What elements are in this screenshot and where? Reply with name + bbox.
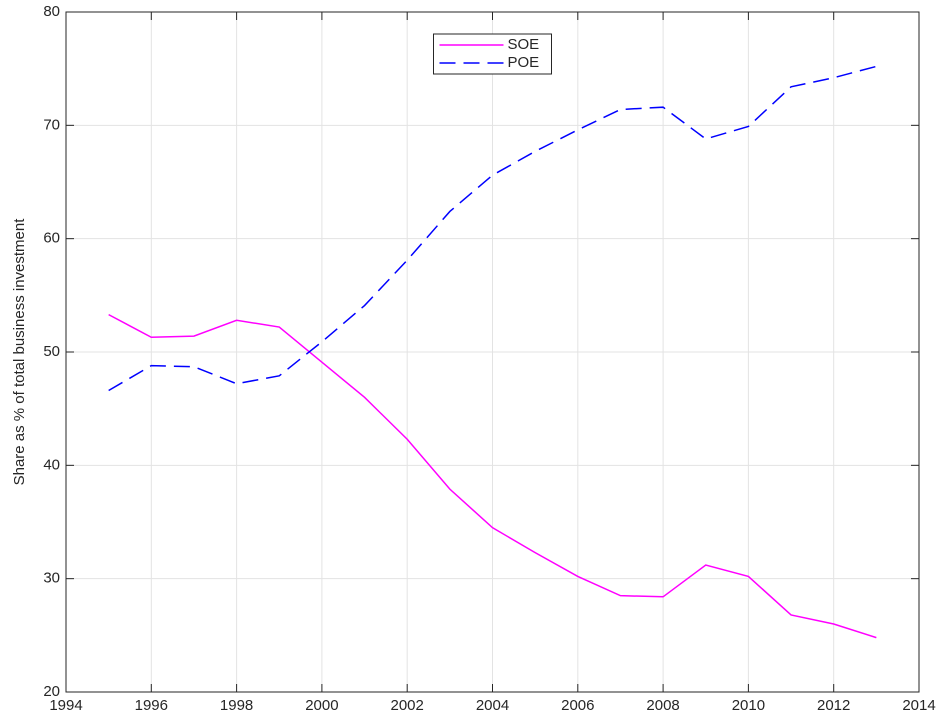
x-tick-label: 2012 <box>817 697 850 714</box>
x-tick-label: 1998 <box>220 697 253 714</box>
y-tick-label: 30 <box>43 570 60 587</box>
y-axis-label: Share as % of total business investment <box>11 218 28 486</box>
x-tick-label: 2006 <box>561 697 594 714</box>
y-tick-label: 40 <box>43 456 60 473</box>
x-tick-label: 2004 <box>476 697 509 714</box>
y-tick-label: 60 <box>43 230 60 247</box>
x-tick-label: 2010 <box>732 697 765 714</box>
y-tick-label: 70 <box>43 116 60 133</box>
x-tick-label: 2002 <box>391 697 424 714</box>
plot-frame <box>65 11 920 693</box>
x-tick-label: 2014 <box>902 697 935 714</box>
x-tick-label: 1996 <box>135 697 168 714</box>
x-tick-label: 2000 <box>305 697 338 714</box>
y-tick-label: 80 <box>43 3 60 20</box>
x-tick-label: 2008 <box>646 697 679 714</box>
y-tick-label: 50 <box>43 343 60 360</box>
legend-label: SOE <box>508 36 540 53</box>
legend-label: POE <box>508 54 540 71</box>
series-line <box>108 313 877 639</box>
y-tick-label: 20 <box>43 683 60 700</box>
legend-box <box>433 33 552 75</box>
x-tick-label: 1994 <box>49 697 82 714</box>
series-line <box>108 65 877 392</box>
